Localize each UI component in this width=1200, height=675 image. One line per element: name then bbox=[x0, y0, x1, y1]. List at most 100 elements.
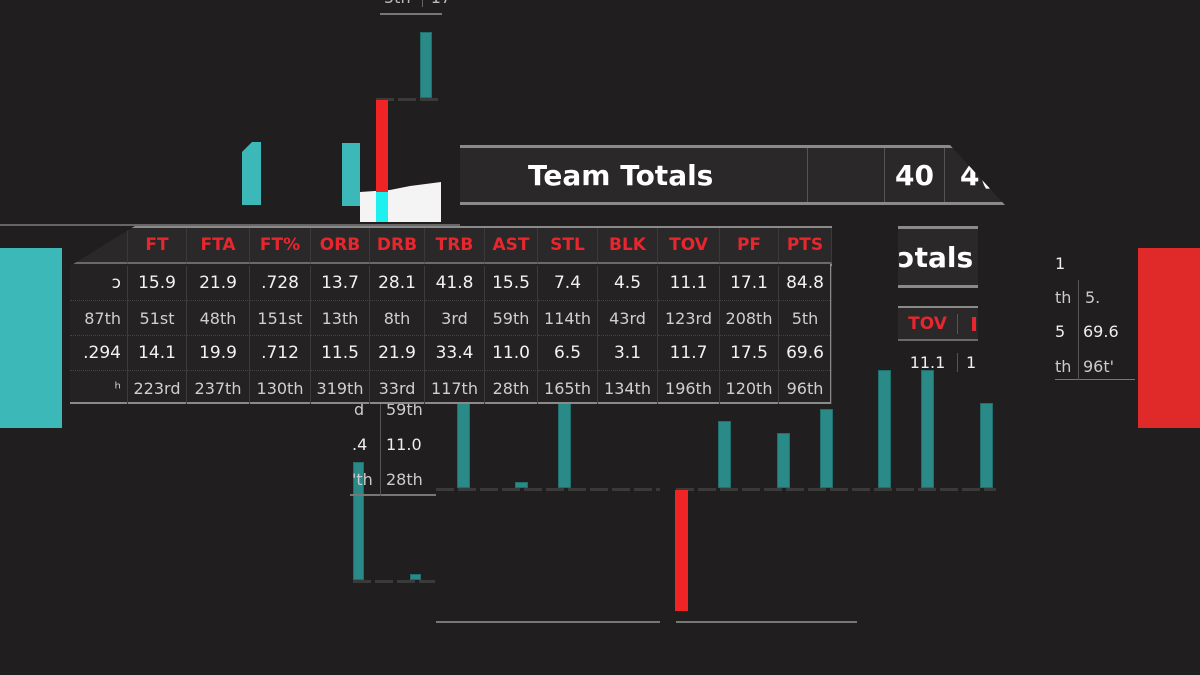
bar bbox=[353, 462, 364, 580]
fragment-cell: 'th bbox=[352, 470, 373, 489]
column-header-partial bbox=[70, 228, 128, 264]
bar bbox=[878, 370, 891, 488]
table-cell-tov: 123rd bbox=[658, 301, 720, 336]
table-cell-trb: 33.4 bbox=[425, 336, 485, 371]
table-cell-partial: ʰ bbox=[70, 371, 128, 404]
table-cell-fta: 48th bbox=[187, 301, 250, 336]
banner-title: Team Totals bbox=[460, 148, 808, 202]
divider bbox=[436, 621, 660, 623]
column-header-ast: AST bbox=[485, 228, 538, 264]
table-cell-tov: 11.7 bbox=[658, 336, 720, 371]
table-cell-blk: 4.5 bbox=[598, 266, 658, 301]
table-cell-pf: 17.1 bbox=[720, 266, 779, 301]
fragment-cell: th bbox=[1055, 357, 1072, 376]
bar bbox=[515, 482, 528, 488]
table-cell-ast: 59th bbox=[485, 301, 538, 336]
table-cell-tov: 196th bbox=[658, 371, 720, 404]
table-cell-ft: 223rd bbox=[128, 371, 187, 404]
table-cell-drb: 8th bbox=[370, 301, 425, 336]
fragment-cell: 1 bbox=[1055, 254, 1066, 273]
banner-value: 40 bbox=[885, 148, 945, 202]
bar bbox=[342, 143, 360, 206]
tov-label: TOV bbox=[898, 313, 958, 334]
column-header-stl: STL bbox=[538, 228, 598, 264]
table-cell-orb: 13th bbox=[311, 301, 370, 336]
column-header-ft: FT bbox=[128, 228, 187, 264]
baseline bbox=[376, 98, 442, 101]
table-cell-fta: 21.9 bbox=[187, 266, 250, 301]
table-cell-orb: 13.7 bbox=[311, 266, 370, 301]
lower-fragment: d 59th .4 11.0 'th 28th bbox=[350, 396, 436, 496]
table-cell-partial: 87th bbox=[70, 301, 128, 336]
team-totals-banner: Team Totals 40 4( bbox=[460, 145, 1005, 205]
bar bbox=[921, 370, 934, 488]
table-cell-drb: 28.1 bbox=[370, 266, 425, 301]
negative-bar bbox=[675, 490, 688, 611]
column-header-trb: TRB bbox=[425, 228, 485, 264]
table-cell-drb: 33rd bbox=[370, 371, 425, 404]
table-cell-ast: 11.0 bbox=[485, 336, 538, 371]
column-header-orb: ORB bbox=[311, 228, 370, 264]
stats-table: FT FTA FT% ORB DRB TRB AST STL BLK TOV PF PTS ɔ 15.9 2… bbox=[70, 226, 832, 404]
table-cell-stl: 6.5 bbox=[538, 336, 598, 371]
table-cell-trb: 41.8 bbox=[425, 266, 485, 301]
right-fragment: 1 th 5. 5 69.6 th 96t' bbox=[1055, 250, 1135, 380]
table-cell-ast: 28th bbox=[485, 371, 538, 404]
table-cell-pts: 84.8 bbox=[779, 266, 832, 301]
table-cell-partial: ɔ bbox=[70, 266, 128, 301]
red-block bbox=[1138, 248, 1200, 428]
table-cell-stl: 114th bbox=[538, 301, 598, 336]
column-header-pts: PTS bbox=[779, 228, 832, 264]
table-cell-ft: 14.1 bbox=[128, 336, 187, 371]
bar bbox=[777, 433, 790, 488]
table-cell-pf: 120th bbox=[720, 371, 779, 404]
bar bbox=[420, 32, 432, 98]
table-cell-orb: 319th bbox=[311, 371, 370, 404]
table-cell-trb: 3rd bbox=[425, 301, 485, 336]
table-cell-blk: 43rd bbox=[598, 301, 658, 336]
header-fragment bbox=[972, 316, 976, 331]
totals-title: ɔtals bbox=[898, 240, 974, 274]
table-cell-stl: 165th bbox=[538, 371, 598, 404]
fragment-cell: 5 bbox=[1055, 322, 1066, 341]
table-cell-ft-pct: .728 bbox=[250, 266, 311, 301]
table-cell-fta: 237th bbox=[187, 371, 250, 404]
table-cell-blk: 134th bbox=[598, 371, 658, 404]
divider bbox=[1078, 280, 1079, 380]
tov-value: 11.1 1 bbox=[898, 353, 978, 372]
bar bbox=[376, 192, 388, 222]
table-cell-fta: 19.9 bbox=[187, 336, 250, 371]
table-cell-pf: 208th bbox=[720, 301, 779, 336]
column-header-drb: DRB bbox=[370, 228, 425, 264]
table-cell-ft-pct: 130th bbox=[250, 371, 311, 404]
fragment-cell: 11.0 bbox=[386, 435, 422, 454]
table-cell-tov: 11.1 bbox=[658, 266, 720, 301]
banner-value: 4( bbox=[960, 158, 993, 192]
white-area bbox=[360, 182, 441, 222]
baseline bbox=[436, 488, 660, 491]
table-cell-partial: .294 bbox=[70, 336, 128, 371]
column-header-pf: PF bbox=[720, 228, 779, 264]
fragment-cell: .4 bbox=[352, 435, 368, 454]
table-cell-pts: 96th bbox=[779, 371, 832, 404]
fragment-cell: 69.6 bbox=[1083, 322, 1119, 341]
table-cell-stl: 7.4 bbox=[538, 266, 598, 301]
cyan-block bbox=[0, 248, 62, 428]
fragment-cell: 59th bbox=[386, 400, 423, 419]
next-value-text: 1 bbox=[966, 353, 977, 372]
fragment-cell: d bbox=[354, 400, 365, 419]
totals-fragment: ɔtals bbox=[898, 226, 978, 288]
table-cell-pf: 17.5 bbox=[720, 336, 779, 371]
bar bbox=[820, 409, 833, 488]
column-header-fta: FTA bbox=[187, 228, 250, 264]
divider bbox=[0, 224, 460, 226]
top-value: 17 bbox=[421, 0, 452, 7]
fragment-cell: 5. bbox=[1085, 288, 1101, 307]
table-cell-drb: 21.9 bbox=[370, 336, 425, 371]
table-cell-ft: 15.9 bbox=[128, 266, 187, 301]
baseline bbox=[676, 488, 996, 491]
table-cell-ft: 51st bbox=[128, 301, 187, 336]
column-header-ft-pct: FT% bbox=[250, 228, 311, 264]
column-header-tov: TOV bbox=[658, 228, 720, 264]
top-fragment: 5th 17 bbox=[384, 0, 452, 7]
